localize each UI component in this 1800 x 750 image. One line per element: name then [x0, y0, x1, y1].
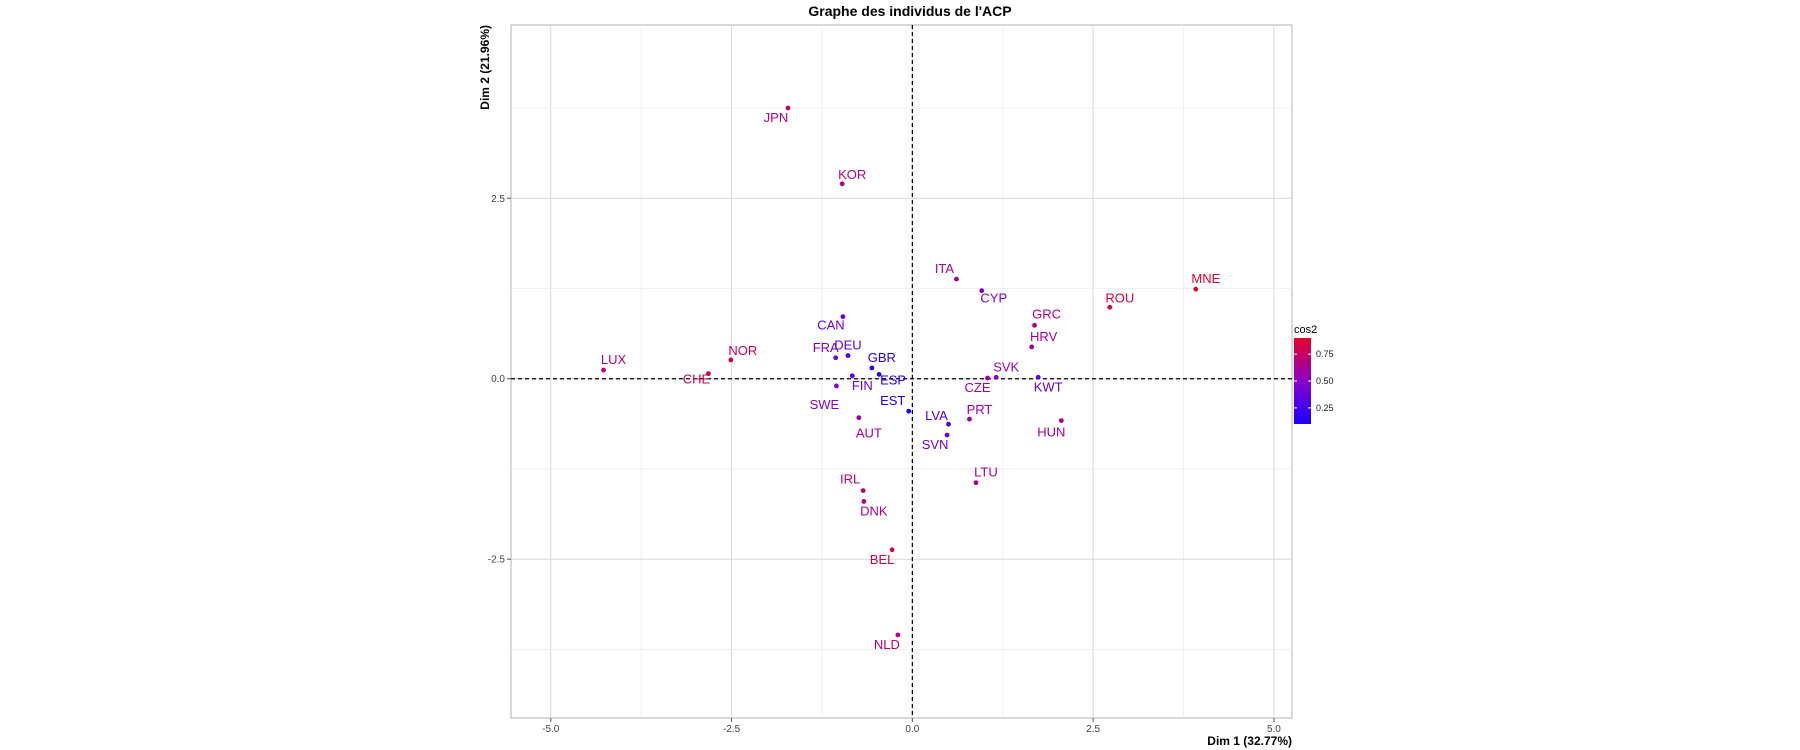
point-aut: [856, 415, 862, 421]
point-svn: [944, 432, 950, 438]
chart-title: Graphe des individus de l'ACP: [808, 3, 1011, 19]
x-tick-label: 5.0: [1267, 724, 1281, 735]
point-che: [706, 371, 711, 377]
point-label-fin: FIN: [852, 378, 873, 393]
point-markers: [601, 105, 1199, 638]
point-kor: [839, 181, 845, 187]
cos2-legend: cos2 0.25 0.50 0.75: [1294, 324, 1334, 424]
point-label-kor: KOR: [838, 167, 866, 182]
x-tick-label: 2.5: [1086, 724, 1100, 735]
point-label-irl: IRL: [840, 472, 860, 487]
point-label-deu: DEU: [834, 338, 861, 353]
legend-tick-label: 0.25: [1316, 403, 1334, 413]
point-label-nor: NOR: [728, 343, 757, 358]
point-fra: [833, 355, 839, 361]
legend-colorbar: [1294, 338, 1311, 424]
point-label-nld: NLD: [874, 637, 900, 652]
x-tick-label: -5.0: [542, 724, 560, 735]
point-fin: [849, 373, 855, 379]
point-label-lva: LVA: [925, 408, 948, 423]
point-mne: [1193, 286, 1199, 292]
point-label-aut: AUT: [856, 426, 882, 441]
grid-lines: [511, 25, 1292, 718]
point-label-dnk: DNK: [860, 503, 888, 518]
point-label-swe: SWE: [810, 397, 840, 412]
point-label-svk: SVK: [993, 359, 1019, 374]
point-label-fra: FRA: [813, 340, 839, 355]
point-label-cze: CZE: [965, 380, 991, 395]
legend-tick-label: 0.50: [1316, 376, 1334, 386]
point-prt: [967, 416, 972, 422]
point-svk: [993, 374, 999, 380]
point-irl: [860, 488, 866, 494]
point-label-grc: GRC: [1032, 306, 1061, 321]
point-label-che: CHE: [683, 372, 711, 387]
point-esp: [876, 371, 882, 377]
point-label-prt: PRT: [967, 402, 993, 417]
point-grc: [1032, 322, 1037, 328]
point-lva: [946, 421, 951, 427]
point-label-gbr: GBR: [868, 350, 896, 365]
point-swe: [834, 383, 839, 389]
point-label-rou: ROU: [1105, 290, 1134, 305]
y-tick-label: 0.0: [491, 374, 505, 385]
point-dnk: [861, 499, 867, 504]
point-label-est: EST: [880, 393, 905, 408]
point-label-cyp: CYP: [980, 291, 1007, 306]
point-label-jpn: JPN: [764, 110, 789, 125]
point-rou: [1107, 304, 1113, 310]
legend-tick-label: 0.75: [1316, 349, 1334, 359]
point-est: [906, 408, 912, 414]
point-label-hun: HUN: [1037, 425, 1065, 440]
point-label-ltu: LTU: [974, 465, 998, 480]
point-jpn: [785, 105, 791, 111]
point-cyp: [979, 288, 985, 294]
legend-ticks: 0.25 0.50 0.75: [1294, 349, 1334, 413]
y-axis-ticks: -2.5 0.0 2.5: [488, 194, 511, 566]
point-label-hrv: HRV: [1030, 329, 1058, 344]
point-nld: [895, 632, 901, 638]
point-label-lux: LUX: [601, 352, 627, 367]
point-gbr: [869, 365, 875, 371]
legend-title: cos2: [1294, 324, 1317, 336]
point-bel: [889, 547, 895, 553]
point-labels: JPN KOR ITA CYP MNE ROU GRC HRV CAN DEU GBR FRA FIN E…: [601, 110, 1221, 652]
y-tick-label: -2.5: [488, 555, 506, 566]
point-label-bel: BEL: [870, 552, 895, 567]
point-deu: [845, 353, 851, 359]
point-can: [840, 314, 846, 320]
point-label-mne: MNE: [1191, 271, 1220, 286]
point-lux: [601, 367, 606, 373]
point-hun: [1058, 418, 1064, 423]
x-axis-ticks: -5.0 -2.5 0.0 2.5 5.0: [542, 718, 1281, 735]
point-ita: [954, 276, 959, 282]
point-nor: [728, 357, 734, 363]
x-tick-label: 0.0: [905, 724, 919, 735]
point-hrv: [1029, 344, 1035, 350]
point-kwt: [1035, 374, 1041, 380]
x-tick-label: -2.5: [723, 724, 741, 735]
point-label-kwt: KWT: [1034, 379, 1063, 394]
point-label-svn: SVN: [922, 437, 949, 452]
reference-lines: [511, 25, 1292, 718]
y-axis-title: Dim 2 (21.96%): [478, 25, 492, 110]
y-tick-label: 2.5: [491, 194, 505, 205]
point-label-can: CAN: [817, 318, 844, 333]
point-label-esp: ESP: [880, 372, 906, 387]
x-axis-title: Dim 1 (32.77%): [1207, 734, 1292, 748]
point-label-ita: ITA: [935, 261, 955, 276]
point-cze: [985, 375, 990, 381]
point-ltu: [973, 480, 979, 486]
